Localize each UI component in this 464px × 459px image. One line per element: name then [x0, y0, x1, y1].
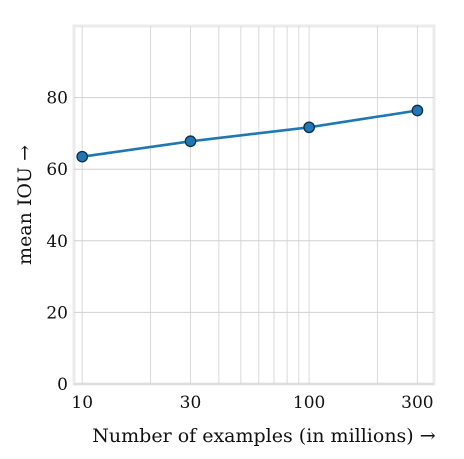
plot-frame [72, 24, 436, 386]
grid [74, 26, 434, 385]
y-tick-label: 20 [46, 303, 68, 323]
x-tick-label: 100 [293, 393, 325, 413]
x-tick-label: 300 [401, 393, 433, 413]
series-line [82, 109, 418, 158]
y-tick-labels: 0 20 40 60 80 [46, 89, 68, 395]
data-point [184, 135, 197, 148]
y-tick-label: 80 [46, 89, 68, 109]
data-point [303, 121, 315, 134]
x-tick-label: 30 [180, 393, 202, 413]
data-point [76, 150, 89, 163]
x-tick-label: 10 [71, 393, 93, 413]
data-point [411, 104, 424, 117]
x-axis-label: Number of examples (in millions) → [92, 425, 435, 447]
y-axis-label: mean IOU → [14, 145, 36, 265]
y-tick-label: 40 [46, 232, 68, 252]
y-tick-label: 0 [57, 375, 68, 395]
x-tick-labels: 10 30 100 300 [71, 393, 433, 413]
y-tick-label: 60 [46, 160, 68, 180]
series-layer [76, 104, 424, 163]
